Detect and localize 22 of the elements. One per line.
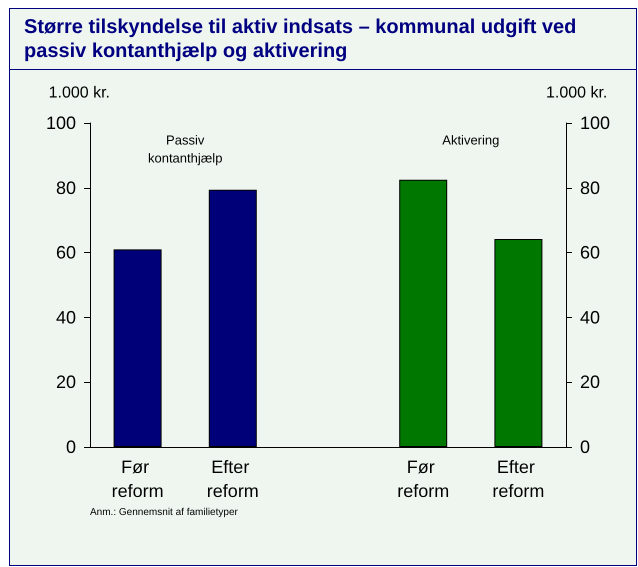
text: Aktivering bbox=[442, 132, 500, 148]
y-tick-label: 60 bbox=[56, 242, 76, 263]
y2-tick-label: 40 bbox=[580, 307, 600, 328]
y2-tick-label: 0 bbox=[580, 437, 590, 457]
x-tick-label: Efter reform bbox=[492, 457, 544, 501]
y2-tick-label: 100 bbox=[580, 113, 610, 133]
y2-tick-label: 80 bbox=[580, 178, 600, 198]
y-tick-label: 0 bbox=[66, 437, 76, 457]
x-tick-label: Før reform bbox=[397, 457, 450, 501]
y-tick-label: 80 bbox=[56, 178, 76, 198]
x-tick-label: Før reform bbox=[112, 457, 164, 501]
y2-tick-label: 60 bbox=[580, 242, 600, 263]
y-tick-label: 20 bbox=[56, 372, 76, 392]
y2-tick-label: 20 bbox=[580, 372, 600, 392]
series-label: Passiv kontanthjælp bbox=[148, 132, 222, 166]
chart-title: Større tilskyndelse til aktiv indsats – kommunal udgift ved passiv kontanthjælp og aktivering bbox=[10, 9, 636, 70]
text: Anm.: Gennemsnit af familietyper bbox=[90, 507, 238, 518]
y-tick-label: 40 bbox=[56, 307, 76, 328]
y-tick-label: 100 bbox=[46, 113, 76, 133]
y-axis-title: 1.000 kr. bbox=[48, 84, 110, 102]
x-tick-label: Efter reform bbox=[206, 457, 259, 501]
y2-axis-title: 1.000 kr. bbox=[546, 84, 608, 102]
